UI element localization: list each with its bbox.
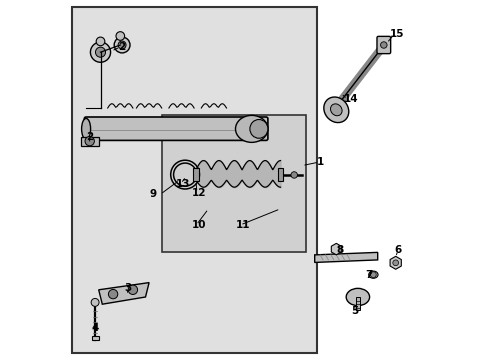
FancyBboxPatch shape: [84, 117, 267, 140]
Circle shape: [116, 32, 124, 40]
Bar: [162, 115, 305, 252]
Polygon shape: [99, 283, 149, 304]
Polygon shape: [81, 137, 99, 146]
Text: 4: 4: [91, 323, 99, 333]
Circle shape: [90, 42, 110, 62]
Circle shape: [128, 285, 137, 294]
Polygon shape: [389, 256, 401, 269]
Bar: [72, 7, 316, 353]
Circle shape: [108, 289, 118, 299]
Circle shape: [85, 136, 94, 146]
Ellipse shape: [249, 120, 267, 138]
Text: 1: 1: [316, 157, 323, 167]
Polygon shape: [355, 297, 359, 310]
Circle shape: [370, 272, 375, 278]
Circle shape: [96, 37, 104, 46]
Circle shape: [290, 172, 297, 178]
Circle shape: [91, 298, 99, 306]
Polygon shape: [314, 252, 377, 262]
Circle shape: [392, 260, 398, 266]
Text: 3: 3: [123, 283, 131, 293]
Bar: [277, 168, 283, 181]
Ellipse shape: [346, 288, 369, 306]
Ellipse shape: [323, 97, 348, 123]
Text: 7: 7: [365, 270, 372, 280]
Text: 13: 13: [176, 179, 190, 189]
Ellipse shape: [368, 271, 377, 278]
Circle shape: [380, 42, 386, 48]
Bar: [193, 168, 199, 181]
Text: 11: 11: [235, 220, 249, 230]
Ellipse shape: [235, 115, 267, 143]
Polygon shape: [91, 336, 99, 340]
Circle shape: [118, 41, 126, 49]
Text: 10: 10: [192, 220, 206, 230]
Text: 2: 2: [86, 132, 93, 142]
Text: 12: 12: [192, 188, 206, 198]
Ellipse shape: [330, 104, 342, 116]
Circle shape: [95, 47, 105, 57]
Text: 5: 5: [350, 306, 357, 316]
Polygon shape: [331, 243, 341, 255]
Text: 6: 6: [393, 245, 400, 255]
Text: 8: 8: [336, 245, 343, 255]
Ellipse shape: [81, 118, 90, 139]
Circle shape: [114, 37, 130, 53]
Text: 14: 14: [343, 94, 357, 104]
Text: 15: 15: [389, 29, 404, 39]
Text: 9: 9: [149, 189, 156, 199]
FancyBboxPatch shape: [376, 36, 390, 54]
Text: 2: 2: [118, 42, 125, 52]
